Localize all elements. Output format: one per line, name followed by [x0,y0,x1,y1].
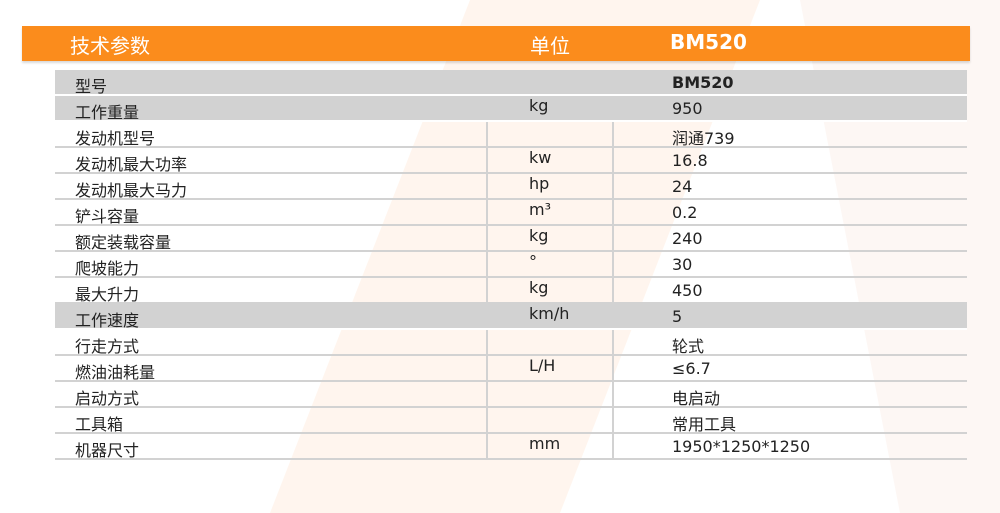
column-divider [612,148,614,174]
value-cell: 轮式 [672,337,705,356]
param-label: 启动方式 [75,389,140,408]
column-divider [486,122,488,148]
column-divider [612,122,614,148]
column-divider [486,174,488,200]
column-divider [486,330,488,356]
unit-cell: ° [529,252,537,271]
column-divider [612,174,614,200]
unit-cell: hp [529,174,550,193]
unit-cell: kg [529,96,549,115]
column-divider [612,200,614,226]
table-row: 型号 BM520 [55,70,967,96]
value-cell: 润通739 [672,129,735,148]
value-cell: 0.2 [672,203,698,222]
table-row: 工具箱 常用工具 [55,408,967,434]
column-divider [486,382,488,408]
table-row: 行走方式 轮式 [55,330,967,356]
column-divider [486,434,488,460]
param-label: 工作重量 [75,103,140,122]
background-shape [270,0,760,513]
param-label: 行走方式 [75,337,140,356]
table-header: 技术参数 单位 BM520 [22,26,970,61]
param-label: 最大升力 [75,285,140,304]
column-divider [486,408,488,434]
unit-cell: kg [529,278,549,297]
column-divider [486,148,488,174]
value-cell: 30 [672,255,693,274]
param-label: 发动机型号 [75,129,156,148]
param-label: 工作速度 [75,311,140,330]
column-divider [486,200,488,226]
column-divider [486,356,488,382]
table-row: 发动机最大马力 hp 24 [55,174,967,200]
column-divider [486,252,488,278]
header-unit: 单位 [530,34,570,58]
unit-cell: mm [529,434,561,453]
column-divider [612,356,614,382]
table-row: 发动机型号 润通739 [55,122,967,148]
param-label: 发动机最大马力 [75,181,188,200]
param-label: 燃油油耗量 [75,363,156,382]
unit-cell: L/H [529,356,556,375]
column-divider [486,278,488,304]
column-divider [612,278,614,304]
value-cell: 950 [672,99,703,118]
column-divider [612,434,614,460]
spec-table: 型号 BM520 工作重量 kg 950 发动机型号 润通739 发动机最大功率… [55,70,967,460]
header-model: BM520 [670,30,747,54]
param-label: 型号 [75,77,108,96]
value-cell: 24 [672,177,693,196]
value-cell: ≤6.7 [672,359,711,378]
value-cell: BM520 [672,73,734,92]
param-label: 工具箱 [75,415,124,434]
value-cell: 常用工具 [672,415,737,434]
value-cell: 5 [672,307,683,326]
table-row: 机器尺寸 mm 1950*1250*1250 [55,434,967,460]
param-label: 额定装载容量 [75,233,172,252]
value-cell: 450 [672,281,703,300]
column-divider [612,330,614,356]
column-divider [612,226,614,252]
table-row: 爬坡能力 ° 30 [55,252,967,278]
param-label: 铲斗容量 [75,207,140,226]
table-row: 最大升力 kg 450 [55,278,967,304]
table-row: 燃油油耗量 L/H ≤6.7 [55,356,967,382]
value-cell: 1950*1250*1250 [672,437,811,456]
column-divider [612,252,614,278]
unit-cell: km/h [529,304,570,323]
column-divider [612,382,614,408]
value-cell: 240 [672,229,703,248]
unit-cell: kw [529,148,552,167]
column-divider [612,408,614,434]
unit-cell: m³ [529,200,551,219]
background-shape [800,0,1000,513]
table-row: 工作速度 km/h 5 [55,304,967,330]
header-param: 技术参数 [70,34,150,58]
value-cell: 电启动 [672,389,721,408]
param-label: 机器尺寸 [75,441,140,460]
param-label: 发动机最大功率 [75,155,188,174]
table-row: 启动方式 电启动 [55,382,967,408]
table-row: 额定装载容量 kg 240 [55,226,967,252]
column-divider [486,226,488,252]
table-row: 工作重量 kg 950 [55,96,967,122]
table-row: 铲斗容量 m³ 0.2 [55,200,967,226]
table-row: 发动机最大功率 kw 16.8 [55,148,967,174]
unit-cell: kg [529,226,549,245]
param-label: 爬坡能力 [75,259,140,278]
value-cell: 16.8 [672,151,708,170]
